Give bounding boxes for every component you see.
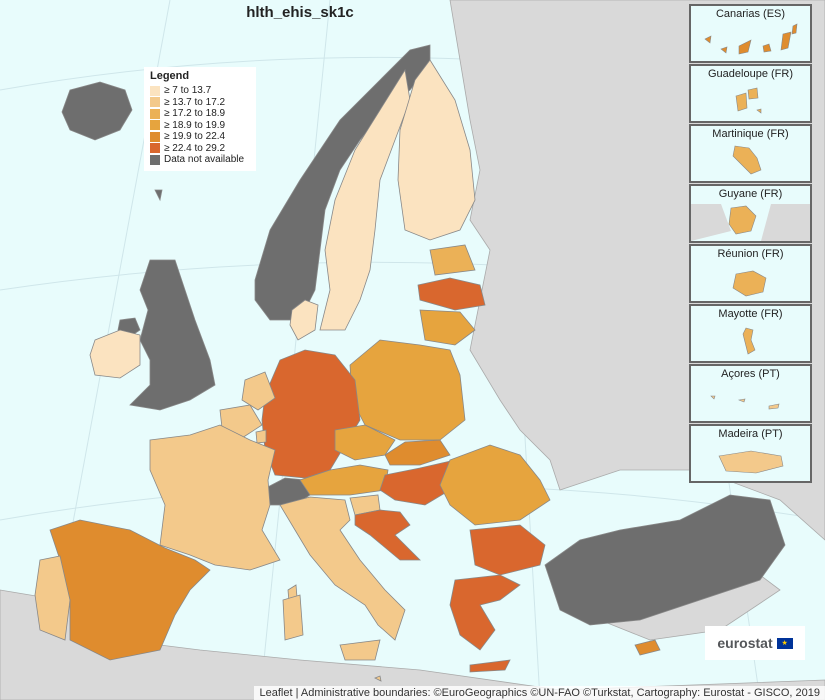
inset-map xyxy=(710,395,780,410)
legend-label: ≥ 19.9 to 22.4 xyxy=(164,131,226,143)
crete[interactable] xyxy=(469,659,511,673)
united-kingdom[interactable] xyxy=(129,259,216,411)
legend-label: ≥ 7 to 13.7 xyxy=(164,85,212,97)
belgium[interactable] xyxy=(219,404,263,439)
inset-map xyxy=(742,327,756,355)
france[interactable] xyxy=(149,424,281,571)
greece[interactable] xyxy=(449,574,521,651)
inset-madeira[interactable]: Madeira (PT) xyxy=(689,424,812,483)
latvia[interactable] xyxy=(417,277,486,311)
inset-map xyxy=(732,270,767,297)
inset-guyane[interactable]: Guyane (FR) xyxy=(689,184,812,243)
inset-guadeloupe[interactable]: Guadeloupe (FR) xyxy=(689,64,812,123)
inset-label: Réunion (FR) xyxy=(717,248,784,260)
poland[interactable] xyxy=(349,339,466,441)
estonia[interactable] xyxy=(429,244,476,276)
legend-swatch xyxy=(150,85,160,96)
legend-item: ≥ 17.2 to 18.9 xyxy=(150,108,250,120)
legend-item: ≥ 18.9 to 19.9 xyxy=(150,120,250,132)
eu-flag-icon: ★ xyxy=(776,637,793,649)
legend-swatch xyxy=(150,97,160,108)
luxembourg[interactable] xyxy=(255,429,267,444)
inset-canarias[interactable]: Canarias (ES) xyxy=(689,4,812,63)
inset-label: Guyane (FR) xyxy=(718,188,783,200)
denmark[interactable] xyxy=(289,299,319,341)
legend-label: ≥ 22.4 to 29.2 xyxy=(164,142,226,154)
croatia[interactable] xyxy=(354,509,421,561)
legend-title: Legend xyxy=(150,70,190,82)
legend-swatch xyxy=(150,143,160,154)
inset-label: Açores (PT) xyxy=(721,368,780,380)
eurostat-logo: eurostat ★ xyxy=(705,626,805,660)
legend-item: ≥ 19.9 to 22.4 xyxy=(150,131,250,143)
legend-swatch xyxy=(150,120,160,131)
spain[interactable] xyxy=(49,519,211,661)
inset-map xyxy=(691,204,810,241)
legend-label: ≥ 18.9 to 19.9 xyxy=(164,119,226,131)
inset-martinique[interactable]: Martinique (FR) xyxy=(689,124,812,183)
legend-label: ≥ 17.2 to 18.9 xyxy=(164,108,226,120)
legend-swatch xyxy=(150,154,160,165)
bulgaria[interactable] xyxy=(469,524,546,576)
inset-reunion[interactable]: Réunion (FR) xyxy=(689,244,812,303)
inset-label: Martinique (FR) xyxy=(712,128,789,140)
turkey[interactable] xyxy=(544,494,786,626)
hungary[interactable] xyxy=(379,459,456,506)
map-title: hlth_ehis_sk1c xyxy=(246,4,354,21)
legend-swatch xyxy=(150,108,160,119)
italy[interactable] xyxy=(279,496,406,641)
inset-mayotte[interactable]: Mayotte (FR) xyxy=(689,304,812,363)
inset-map xyxy=(704,23,798,55)
lithuania[interactable] xyxy=(419,309,476,346)
malta[interactable] xyxy=(374,675,382,682)
legend-item: ≥ 13.7 to 17.2 xyxy=(150,97,250,109)
inset-acores[interactable]: Açores (PT) xyxy=(689,364,812,423)
cyprus[interactable] xyxy=(634,639,661,656)
sardinia[interactable] xyxy=(282,594,304,641)
iceland[interactable] xyxy=(61,81,133,141)
inset-map xyxy=(732,145,762,175)
logo-text: eurostat xyxy=(717,635,773,651)
slovakia[interactable] xyxy=(384,439,451,466)
legend: Legend ≥ 7 to 13.7 ≥ 13.7 to 17.2 ≥ 17.2… xyxy=(144,67,256,171)
legend-item: ≥ 22.4 to 29.2 xyxy=(150,143,250,155)
map-attribution[interactable]: Leaflet | Administrative boundaries: ©Eu… xyxy=(254,686,825,700)
legend-label: ≥ 13.7 to 17.2 xyxy=(164,96,226,108)
legend-swatch xyxy=(150,131,160,142)
legend-item: Data not available xyxy=(150,154,250,166)
romania[interactable] xyxy=(439,444,551,526)
inset-label: Madeira (PT) xyxy=(718,428,783,440)
legend-item: ≥ 7 to 13.7 xyxy=(150,85,250,97)
portugal[interactable] xyxy=(34,555,71,641)
eu-countries xyxy=(34,59,661,682)
netherlands[interactable] xyxy=(241,371,276,411)
faroe-islands[interactable] xyxy=(154,189,163,202)
sicily[interactable] xyxy=(339,639,381,661)
inset-label: Mayotte (FR) xyxy=(718,308,783,320)
inset-map xyxy=(735,87,762,114)
finland[interactable] xyxy=(397,59,476,241)
ireland[interactable] xyxy=(89,329,141,379)
inset-map xyxy=(718,450,784,474)
inset-label: Guadeloupe (FR) xyxy=(708,68,793,80)
legend-label: Data not available xyxy=(164,154,245,166)
inset-label: Canarias (ES) xyxy=(715,8,786,20)
